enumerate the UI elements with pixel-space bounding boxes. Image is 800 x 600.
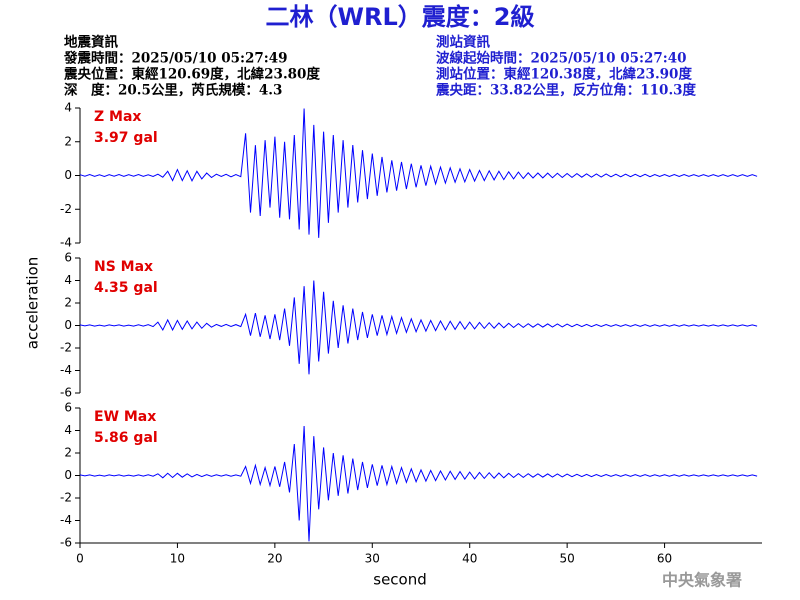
station-info: 測站資訊 [436,34,490,51]
event-info: 深 度：20.5公里，芮氏規模：4.3 [64,82,282,99]
x-tick-label: 50 [560,552,575,566]
y-tick-label: -4 [60,513,72,527]
y-tick-label: -2 [60,341,72,355]
component-name: Z Max [94,109,141,125]
chart-title: 二林（WRL）震度：2級 [266,3,535,31]
y-tick-label: -4 [60,236,72,250]
waveform [79,108,758,238]
x-tick-label: 0 [76,552,84,566]
event-info: 地震資訊 [64,34,118,51]
x-tick-label: 10 [170,552,185,566]
credit: 中央氣象署 [662,571,742,590]
event-info: 發震時間：2025/05/10 05:27:49 [63,50,288,67]
y-tick-label: 2 [64,134,72,148]
waveform [79,425,758,542]
x-tick-label: 20 [267,552,282,566]
max-label: 4.35 gal [94,280,158,296]
y-tick-label: 2 [64,446,72,460]
y-tick-label: -4 [60,363,72,377]
y-tick-label: -6 [60,536,72,550]
waveform [79,280,758,375]
max-label: 3.97 gal [94,130,158,146]
y-tick-label: -6 [60,386,72,400]
y-tick-label: 4 [64,101,72,115]
max-label: 5.86 gal [94,430,158,446]
y-tick-label: 4 [64,423,72,437]
y-tick-label: 0 [64,468,72,482]
y-tick-label: 6 [64,401,72,415]
y-tick-label: 4 [64,273,72,287]
station-info: 震央距：33.82公里，反方位角：110.3度 [435,82,697,99]
y-tick-label: 0 [64,168,72,182]
station-info: 波線起始時間：2025/05/10 05:27:40 [436,50,687,67]
y-tick-label: -2 [60,491,72,505]
event-info: 震央位置：東經120.69度，北緯23.80度 [63,66,320,83]
y-tick-label: 2 [64,296,72,310]
station-info: 測站位置：東經120.38度，北緯23.90度 [436,66,692,83]
y-tick-label: 6 [64,251,72,265]
y-tick-label: 0 [64,318,72,332]
x-tick-label: 60 [657,552,672,566]
component-name: EW Max [94,409,156,425]
x-axis-label: second [373,571,427,589]
y-axis-label: acceleration [24,257,42,349]
y-tick-label: -2 [60,202,72,216]
x-tick-label: 40 [462,552,477,566]
component-name: NS Max [94,259,153,275]
x-tick-label: 30 [365,552,380,566]
